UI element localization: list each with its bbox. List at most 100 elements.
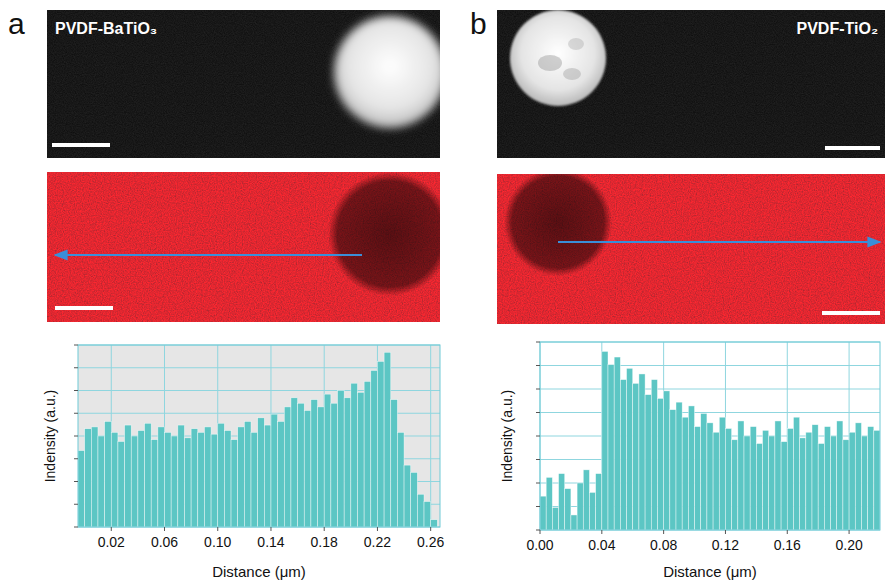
particle-shadow [504,174,612,276]
grid-line-y [540,389,880,390]
x-tick [430,527,431,531]
y-tick [536,483,540,484]
histogram-bar [224,431,231,527]
histogram-bar [744,436,750,530]
figure: aPVDF-BaTiO₃0.020.060.100.140.180.220.26… [0,0,893,585]
grid-line-x [430,345,431,527]
histogram-bar [824,427,830,530]
histogram-bar [781,442,787,530]
histogram-bar [874,430,880,530]
histogram-bar [311,400,318,527]
histogram-bar [131,436,138,527]
tem-image [47,10,440,158]
particle-texture [568,38,584,50]
x-tick-label: 0.14 [257,534,284,550]
histogram-bar [664,391,670,530]
y-axis-title: Indensity (a.u.) [42,390,58,483]
histogram-bar [324,394,331,527]
histogram-bar [364,381,371,527]
x-tick [164,527,165,531]
histogram-bar [118,441,125,527]
histogram-bar [540,496,546,530]
x-tick-label: 0.02 [98,534,125,550]
x-tick [787,530,788,534]
tem-noise [497,10,885,158]
histogram-bar [304,411,311,527]
histogram-bar [338,391,345,528]
plot-background [78,345,440,527]
eds-map [497,174,885,324]
particle-texture [538,55,562,71]
histogram-bar [238,427,245,527]
histogram-bar [645,395,651,530]
y-tick [74,481,78,482]
particle-shadow [328,172,440,296]
histogram-bar [701,413,707,530]
histogram-bar [98,436,105,527]
histogram-bar [158,427,165,527]
histogram-bar [171,436,178,527]
scale-bar [822,311,880,315]
scale-bar [52,143,110,147]
x-tick-label: 0.00 [526,537,553,553]
histogram-bar [620,380,626,530]
panel-letter: b [470,7,487,40]
histogram-bar [271,414,278,527]
histogram-bar [244,421,251,527]
y-tick [74,504,78,505]
x-tick [217,527,218,531]
x-tick [540,530,541,534]
histogram-bar [344,398,351,527]
y-tick [74,436,78,437]
histogram-bar [264,425,271,527]
panel-title: PVDF-TiO₂ [797,20,878,37]
histogram-bar [614,357,620,530]
histogram-bar [725,428,731,530]
line-scan-arrow [558,241,880,243]
histogram-bar [111,432,118,527]
y-tick [74,527,78,528]
eds-map [47,172,440,322]
histogram-bar [657,398,663,530]
histogram-bar [231,440,238,527]
histogram-bar [639,374,645,530]
x-tick [111,527,112,531]
histogram-bar [357,392,364,527]
x-tick-label: 0.12 [712,537,739,553]
histogram-bar [713,432,719,530]
histogram-bar [411,472,418,527]
x-tick [324,527,325,531]
histogram-bar [831,436,837,530]
histogram-bar [105,421,112,527]
y-axis-title: Indensity (a.u.) [499,390,515,483]
histogram-bar [546,477,552,530]
tem-image [497,10,885,158]
histogram-bar [787,428,793,530]
histogram-bar [204,427,211,527]
histogram-bar [397,432,404,527]
histogram-bar [732,440,738,530]
bars [78,352,437,527]
y-tick [74,458,78,459]
particle-texture [563,68,581,80]
y-tick [536,506,540,507]
x-tick [270,527,271,531]
x-tick [377,527,378,531]
panel: aPVDF-BaTiO₃0.020.060.100.140.180.220.26… [8,7,452,580]
x-tick-label: 0.20 [835,537,862,553]
y-tick [536,412,540,413]
histogram-bar [178,425,185,527]
histogram-bar [85,429,92,527]
histogram-bar [145,423,152,527]
histogram-bar [695,427,701,530]
histogram-bar [793,417,799,530]
histogram-bar [775,421,781,530]
x-axis-title: Distance (μm) [663,563,757,580]
histogram-bar [218,423,225,527]
histogram-bar [377,361,384,527]
plot-frame [540,342,880,530]
histogram-bar [738,421,744,530]
histogram-bar [278,421,285,527]
panel: bPVDF-TiO₂0.000.040.080.120.160.20Distan… [470,7,885,580]
histogram-bar [868,427,874,530]
